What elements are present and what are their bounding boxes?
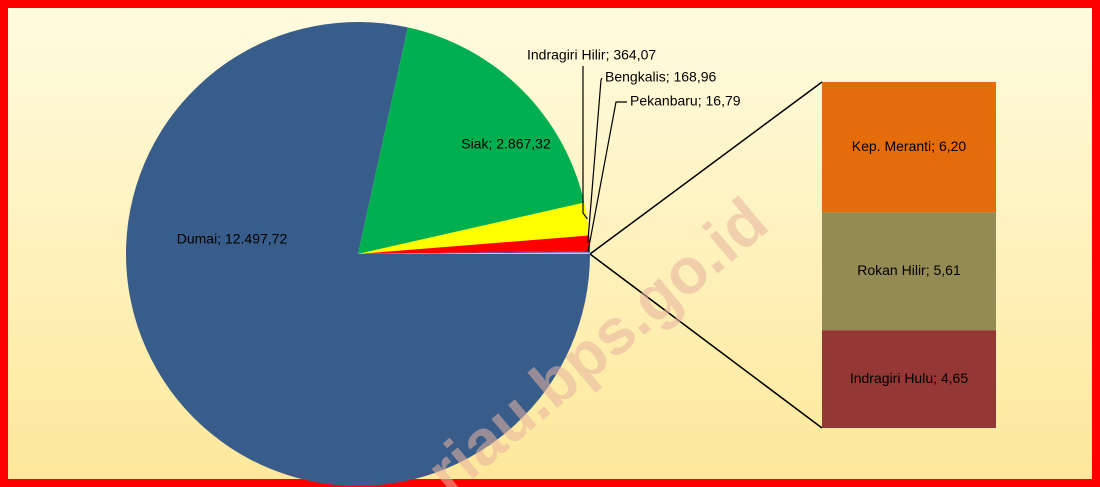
data-label: Indragiri Hulu; 4,65 xyxy=(850,370,969,386)
leader-line xyxy=(587,101,627,252)
marks: Dumai; 12.497,72 Siak; 2.867,32 Indragiri … xyxy=(126,22,996,487)
pie-slice-other xyxy=(358,252,590,254)
bar-segment xyxy=(822,330,996,428)
connector-line xyxy=(589,81,823,255)
pie-slice xyxy=(358,235,590,254)
bar-segment xyxy=(822,212,996,331)
connector-line xyxy=(589,253,823,429)
data-label: Rokan Hilir; 5,61 xyxy=(857,262,961,278)
data-label: Pekanbaru; 16,79 xyxy=(630,93,741,109)
data-label: Indragiri Hilir; 364,07 xyxy=(527,47,656,63)
leader-line xyxy=(582,66,588,220)
pie-slice xyxy=(358,250,590,254)
data-label: Siak; 2.867,32 xyxy=(461,136,551,152)
data-label: Bengkalis; 168,96 xyxy=(605,69,717,85)
data-label: Dumai; 12.497,72 xyxy=(177,231,288,247)
leader-line xyxy=(587,77,603,244)
data-label: Kep. Meranti; 6,20 xyxy=(852,138,967,154)
pie-slice xyxy=(358,202,590,254)
pie-slice xyxy=(126,22,591,487)
pie-slice xyxy=(358,27,585,255)
bar-segment xyxy=(822,82,996,213)
